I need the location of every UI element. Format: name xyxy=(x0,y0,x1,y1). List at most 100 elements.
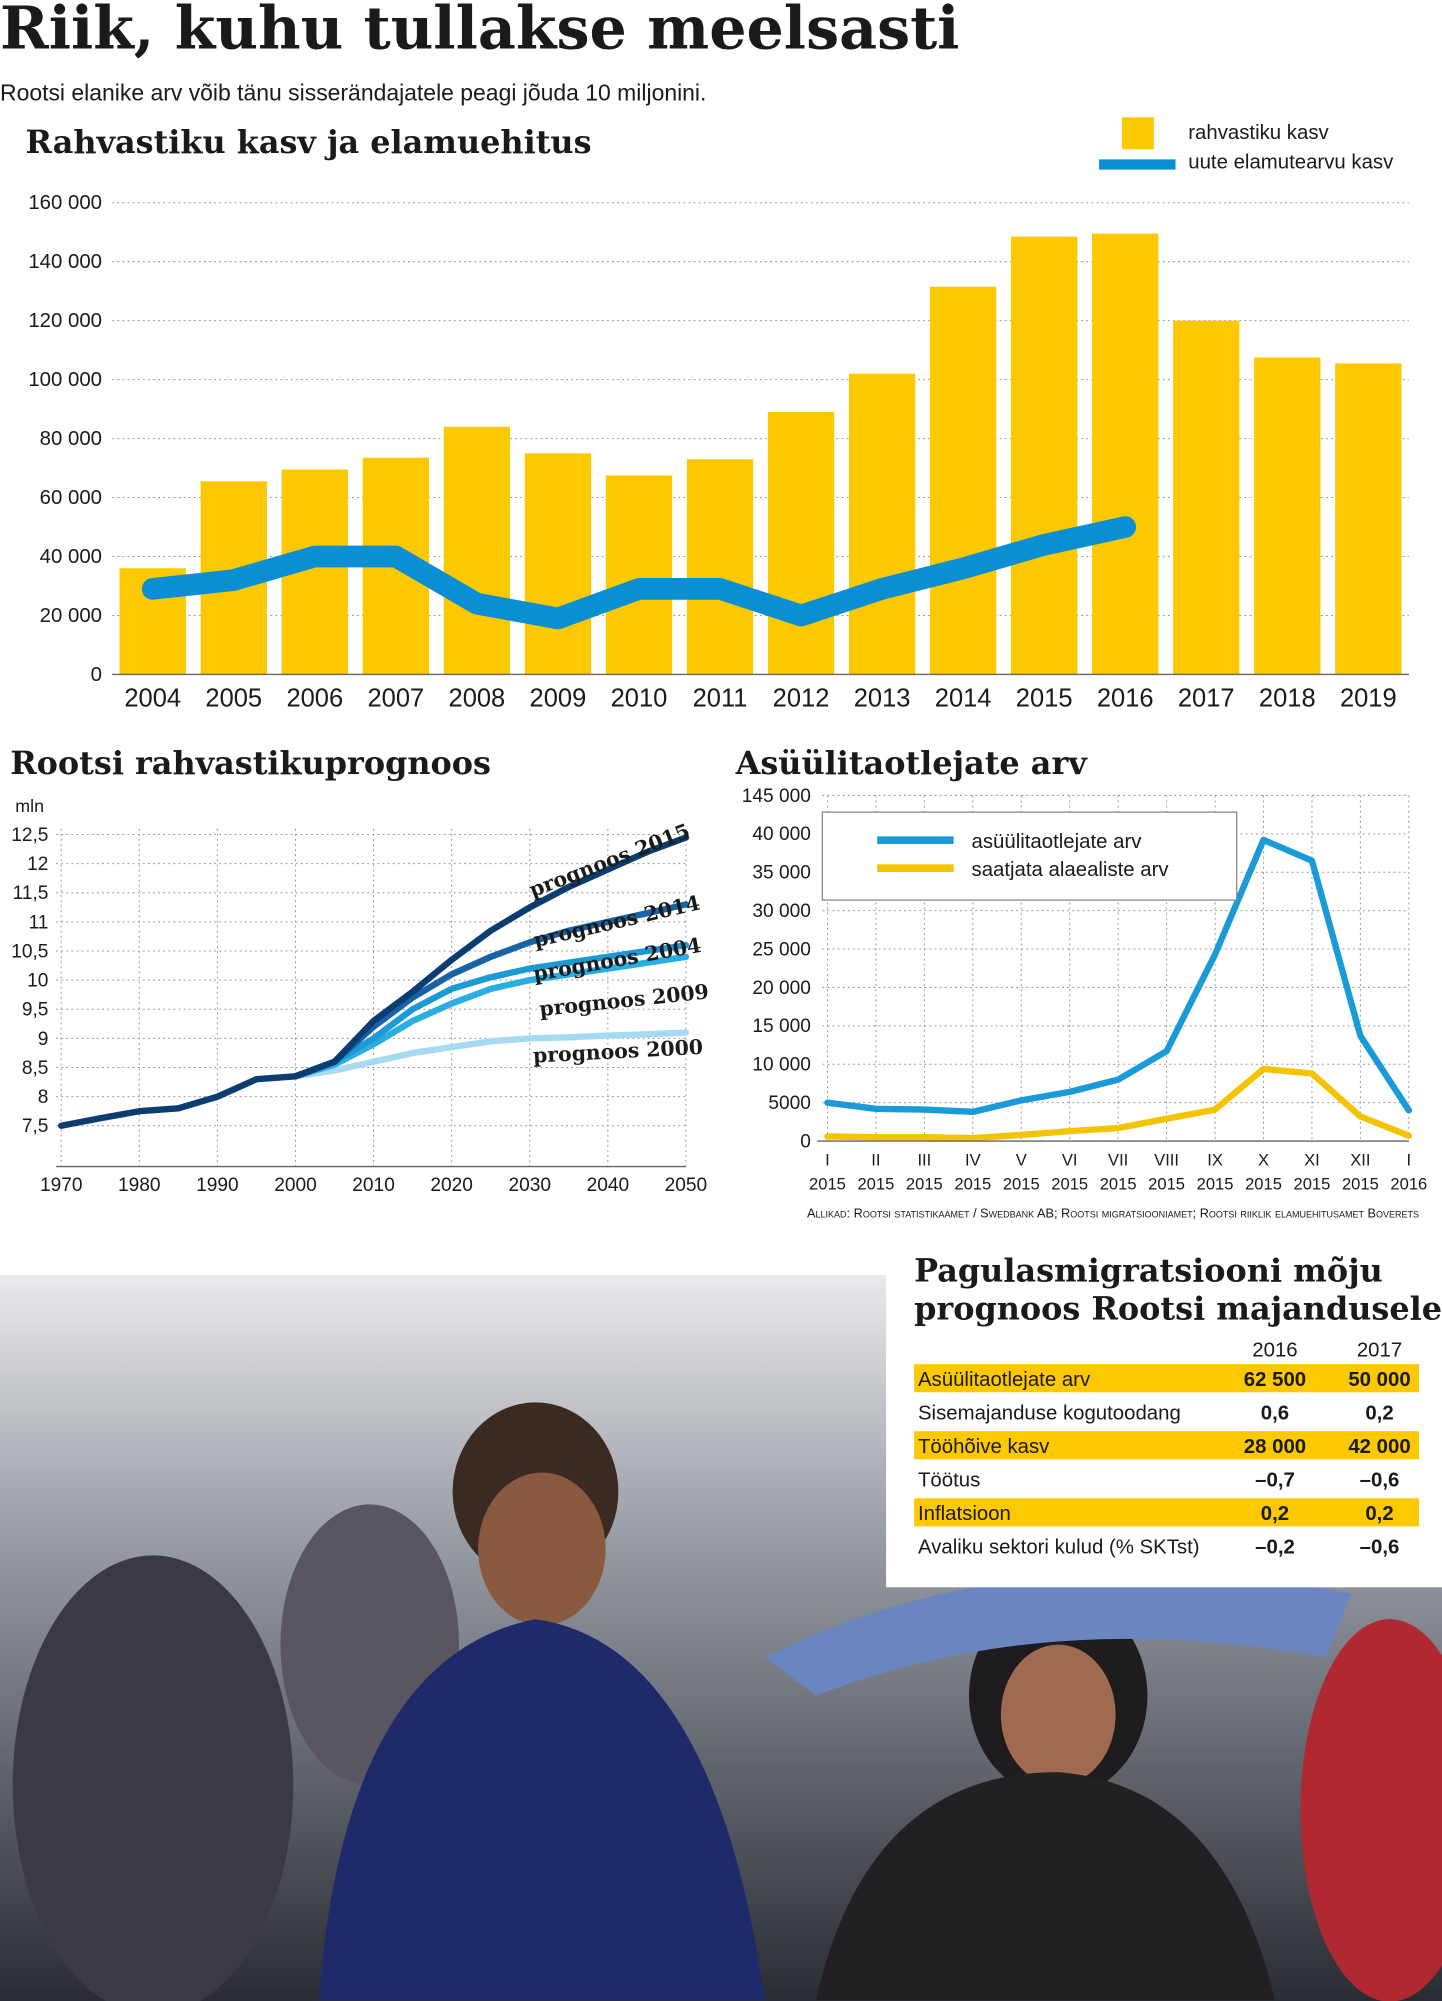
y-tick-label: 100 000 xyxy=(28,369,102,391)
cell: 0,2 xyxy=(1365,1402,1393,1424)
y-tick-label: 9,5 xyxy=(22,1000,49,1021)
cell: –0,7 xyxy=(1255,1469,1295,1491)
y-tick-label: 35 000 xyxy=(752,863,810,884)
cell: 0,2 xyxy=(1365,1503,1393,1525)
y-tick-label: 15 000 xyxy=(752,1016,810,1037)
cell: –0,6 xyxy=(1360,1469,1400,1491)
x-tick-label: II xyxy=(871,1150,880,1169)
y-tick-label: 60 000 xyxy=(40,487,102,509)
y-tick-label: 25 000 xyxy=(752,939,810,960)
y-tick-label: 0 xyxy=(800,1131,811,1152)
y-tick-label: 12 xyxy=(27,854,48,875)
y-tick-label: 40 000 xyxy=(752,824,810,845)
bar xyxy=(929,286,997,675)
cell: 50 000 xyxy=(1348,1369,1410,1391)
x-tick-label: 1970 xyxy=(40,1175,83,1196)
y-tick-label: 12,5 xyxy=(11,825,48,846)
legend-label: asüülitaotlejate arv xyxy=(972,831,1143,853)
page-subtitle: Rootsi elanike arv võib tänu sisserändaj… xyxy=(0,80,706,106)
x-tick-label: 2014 xyxy=(935,684,992,712)
y-tick-label: 20 000 xyxy=(40,605,102,627)
x-tick-label: V xyxy=(1016,1150,1027,1169)
x-tick-label: 2015 xyxy=(1016,684,1073,712)
y-tick-label: 0 xyxy=(91,664,102,686)
legend-swatch xyxy=(1121,117,1154,150)
bar xyxy=(524,453,592,675)
line xyxy=(824,1065,1413,1142)
row-label: Asüülitaotlejate arv xyxy=(918,1369,1091,1391)
x-tick-label: 2015 xyxy=(1148,1175,1185,1194)
x-tick-label: 2019 xyxy=(1340,684,1397,712)
x-tick-label: XII xyxy=(1350,1150,1370,1169)
y-tick-label: 10 000 xyxy=(752,1055,810,1076)
column-header: 2016 xyxy=(1252,1340,1297,1362)
bar xyxy=(443,426,511,675)
x-tick-label: 2015 xyxy=(1197,1175,1234,1194)
x-tick-label: 2015 xyxy=(1003,1175,1040,1194)
x-tick-label: I xyxy=(1407,1150,1412,1169)
page-title: Riik, kuhu tullakse meelsasti xyxy=(0,0,959,62)
row-label: Töötus xyxy=(918,1469,980,1491)
cell: 0,6 xyxy=(1261,1402,1289,1424)
y-tick-label: 160 000 xyxy=(28,192,102,214)
y-tick-label: 120 000 xyxy=(28,310,102,332)
source: Allikad: Rootsi statistikaamet / Swedban… xyxy=(807,1206,1419,1221)
x-tick-label: 2013 xyxy=(854,684,911,712)
x-tick-label: X xyxy=(1258,1150,1269,1169)
x-tick-label: I xyxy=(825,1150,830,1169)
bar xyxy=(767,412,835,675)
y-tick-label: 40 000 xyxy=(40,546,102,568)
bar xyxy=(605,475,673,675)
x-tick-label: 1980 xyxy=(118,1175,161,1196)
y-tick-label: 145 000 xyxy=(742,786,811,807)
x-tick-label: XI xyxy=(1304,1150,1320,1169)
x-tick-label: 2006 xyxy=(286,684,343,712)
column-header: 2017 xyxy=(1357,1340,1402,1362)
x-tick-label: 2010 xyxy=(611,684,668,712)
chart-title: Rootsi rahvastikuprognoos xyxy=(10,744,491,782)
x-tick-label: 2050 xyxy=(665,1175,708,1196)
y-tick-label: 5000 xyxy=(768,1093,811,1114)
x-tick-label: 2020 xyxy=(430,1175,473,1196)
x-tick-label: 2011 xyxy=(693,684,748,712)
row-highlight xyxy=(914,1498,1420,1527)
line xyxy=(292,953,690,1080)
y-tick-label: 30 000 xyxy=(752,901,810,922)
y-tick-label: 10 xyxy=(27,971,48,992)
line xyxy=(824,836,1413,1116)
x-tick-label: VI xyxy=(1062,1150,1078,1169)
line xyxy=(292,1029,690,1080)
bar xyxy=(1335,363,1402,675)
table-title: Pagulasmigratsiooni mõju xyxy=(914,1251,1383,1289)
row-highlight xyxy=(914,1431,1420,1460)
x-tick-label: 2008 xyxy=(449,684,506,712)
y-tick-label: 11,5 xyxy=(13,883,49,904)
x-tick-label: 2000 xyxy=(274,1175,317,1196)
line xyxy=(58,834,690,1129)
y-tick-label: 8 xyxy=(38,1087,49,1108)
line xyxy=(292,942,690,1080)
cell: 28 000 xyxy=(1244,1436,1306,1458)
x-tick-label: 2015 xyxy=(1342,1175,1379,1194)
x-tick-label: 2015 xyxy=(1245,1175,1282,1194)
x-tick-label: VIII xyxy=(1154,1150,1179,1169)
x-tick-label: VII xyxy=(1108,1150,1128,1169)
chart-title: Asüülitaotlejate arv xyxy=(735,744,1089,782)
x-tick-label: 2015 xyxy=(857,1175,894,1194)
row-label: Sisemajanduse kogutoodang xyxy=(918,1402,1181,1424)
x-tick-label: IV xyxy=(965,1150,981,1169)
series-label: prognoos 2015 xyxy=(526,819,693,902)
series-label: prognoos 2009 xyxy=(538,979,710,1021)
y-unit: mln xyxy=(15,796,44,816)
x-tick-label: 2016 xyxy=(1390,1175,1427,1194)
bar xyxy=(1254,357,1321,675)
x-tick-label: 2018 xyxy=(1259,684,1316,712)
y-tick-label: 20 000 xyxy=(752,978,810,999)
x-tick-label: 2015 xyxy=(1294,1175,1331,1194)
x-tick-label: 2040 xyxy=(587,1175,630,1196)
x-tick-label: 2015 xyxy=(954,1175,991,1194)
row-label: Inflatsioon xyxy=(918,1503,1011,1525)
x-tick-label: 2015 xyxy=(1051,1175,1088,1194)
cell: –0,2 xyxy=(1255,1537,1295,1559)
